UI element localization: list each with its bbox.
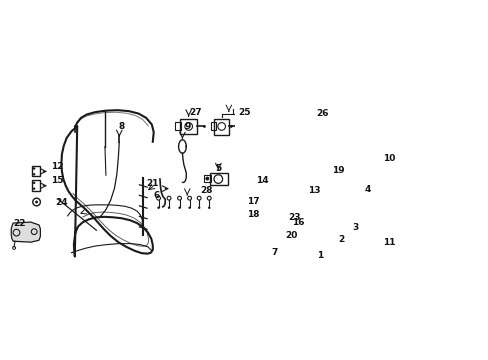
Bar [349,216,358,230]
Circle shape [178,207,181,209]
Circle shape [313,192,317,196]
Bar [32,166,41,176]
Circle shape [333,177,337,180]
Text: 18: 18 [246,210,259,219]
Text: 28: 28 [200,186,212,195]
Circle shape [203,125,205,128]
Text: 17: 17 [246,197,259,206]
Text: 24: 24 [56,198,68,207]
Circle shape [333,188,337,192]
Text: 7: 7 [270,248,277,257]
Circle shape [205,177,209,180]
Text: 3: 3 [352,223,358,232]
Text: 19: 19 [331,166,344,175]
Text: 2: 2 [337,235,344,244]
Polygon shape [280,210,312,229]
Bar [330,170,340,197]
Text: 9: 9 [184,122,191,131]
Bar [311,175,320,199]
Bar [240,200,244,206]
Text: 13: 13 [307,186,320,195]
Text: 14: 14 [256,176,268,185]
Circle shape [188,207,190,209]
Circle shape [198,207,200,209]
Bar [364,201,387,231]
Text: 23: 23 [288,213,301,222]
Bar [240,209,245,217]
Bar [260,225,285,242]
Text: 6: 6 [153,191,159,200]
Bar [335,225,345,238]
Bar [203,175,211,183]
Bar [211,122,216,130]
Text: 20: 20 [285,230,297,239]
Circle shape [157,207,160,209]
Text: 4: 4 [364,185,370,194]
Bar [364,161,387,192]
Text: 1: 1 [316,251,323,260]
Text: 12: 12 [51,162,63,171]
Text: 5: 5 [215,163,221,172]
Bar [285,205,314,237]
Bar [180,119,197,134]
Text: 25: 25 [238,108,250,117]
Circle shape [313,180,317,184]
Circle shape [167,207,170,209]
Bar [241,210,244,216]
Circle shape [229,125,232,128]
Text: 8: 8 [118,122,124,131]
Bar [359,179,369,196]
Bar [175,122,181,130]
Text: 10: 10 [382,154,394,163]
Circle shape [207,207,210,209]
Bar [210,173,228,185]
Circle shape [325,121,328,124]
Bar [214,119,228,135]
Text: 27: 27 [189,108,202,117]
Circle shape [33,182,35,184]
Text: 22: 22 [14,219,26,228]
Text: 21: 21 [146,179,159,188]
Text: 15: 15 [51,176,63,185]
Bar [307,118,333,133]
Polygon shape [11,222,41,242]
Text: 16: 16 [291,217,304,226]
Bar [237,119,252,135]
Bar [256,221,289,244]
Bar [32,180,41,190]
Text: 26: 26 [315,109,327,118]
Circle shape [33,173,35,175]
Circle shape [33,188,35,190]
Circle shape [33,167,35,170]
Text: 11: 11 [382,238,394,247]
Circle shape [35,201,38,203]
